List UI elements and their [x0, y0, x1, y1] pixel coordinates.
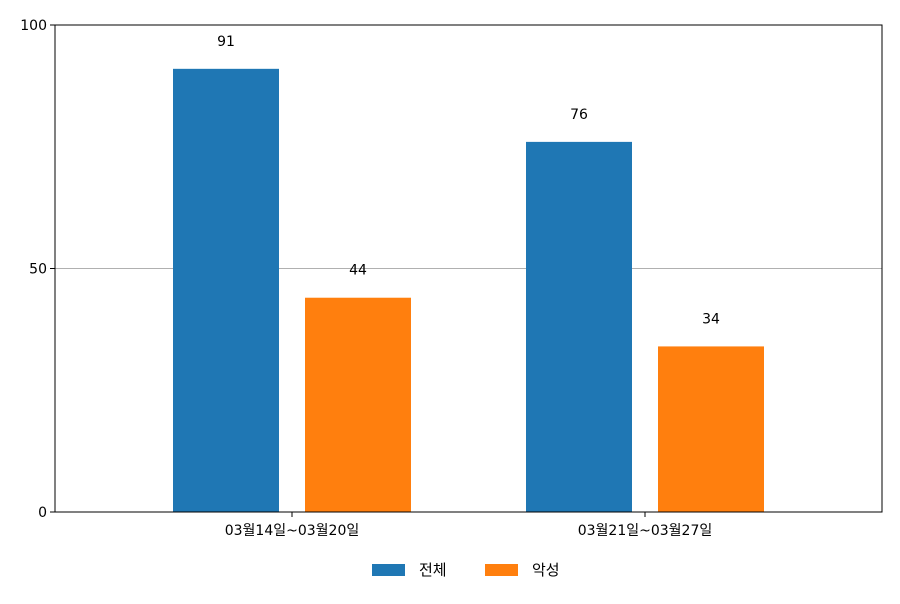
y-tick-label: 50	[29, 262, 47, 278]
bar-malicious-1	[305, 297, 411, 512]
bars-layer	[173, 68, 764, 512]
plot-frame-layer	[50, 24, 883, 517]
legend: 전체 악성	[372, 561, 560, 579]
labels-layer: 91 76 44 34 0 50 100 03월14일~03월20일 03월21일~03월27일	[20, 18, 720, 539]
bar-total-2	[526, 141, 632, 512]
bar-total-1	[173, 68, 279, 512]
legend-swatch	[485, 564, 518, 576]
y-tick-label: 100	[20, 18, 47, 34]
x-tick-label: 03월14일~03월20일	[225, 523, 360, 539]
data-label: 76	[570, 107, 588, 123]
legend-label: 전체	[419, 561, 447, 579]
bar-malicious-2	[658, 346, 764, 512]
data-label: 44	[349, 263, 367, 279]
x-tick-label: 03월21일~03월27일	[578, 523, 713, 539]
data-label: 91	[217, 34, 235, 50]
legend-swatch	[372, 564, 405, 576]
data-label: 34	[702, 311, 720, 327]
legend-label: 악성	[532, 561, 560, 579]
y-tick-label: 0	[38, 505, 47, 521]
